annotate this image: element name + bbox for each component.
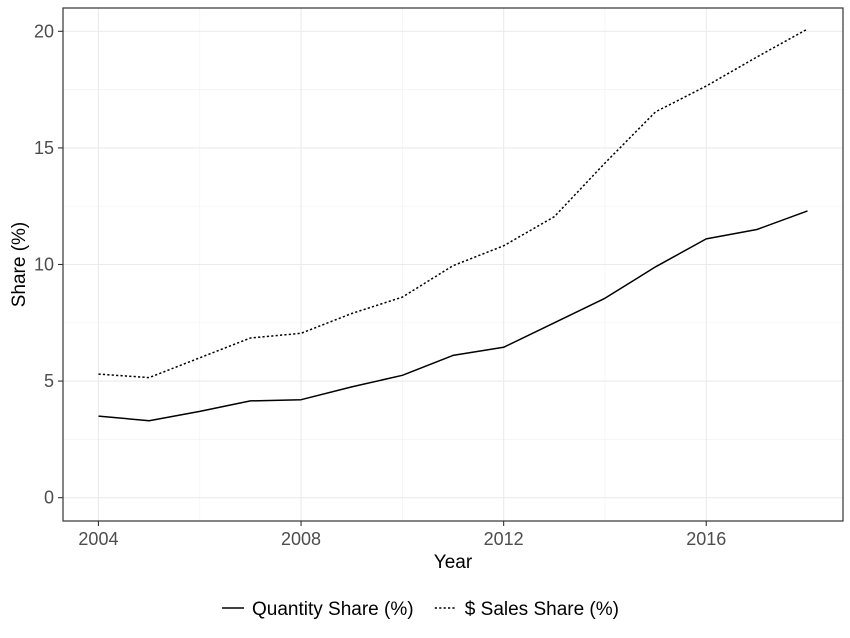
legend-label: $ Sales Share (%): [465, 599, 619, 620]
series-line: [98, 210, 808, 422]
y-tick-label: 15: [34, 138, 54, 158]
y-tick-label: 0: [44, 488, 54, 508]
grid: [63, 8, 843, 521]
y-tick-label: 20: [34, 21, 54, 41]
y-axis-title: Share (%): [9, 222, 30, 308]
legend-label: Quantity Share (%): [252, 599, 414, 620]
x-tick-label: 2008: [281, 529, 321, 549]
x-tick-label: 2004: [78, 529, 118, 549]
series-line: [98, 28, 808, 379]
x-tick-label: 2012: [484, 529, 524, 549]
x-axis-title: Year: [434, 552, 473, 573]
axes: 2004 2008 2012 2016 0 5 10 15 20: [34, 21, 726, 549]
y-tick-label: 10: [34, 255, 54, 275]
legend: Quantity Share (%) $ Sales Share (%): [222, 599, 619, 620]
y-tick-label: 5: [44, 371, 54, 391]
series-lines: [98, 28, 808, 422]
x-tick-label: 2016: [686, 529, 726, 549]
